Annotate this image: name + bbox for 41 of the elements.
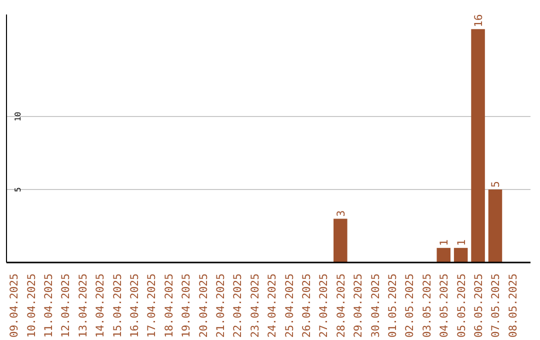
- x-tick-label: 01.05.2025: [386, 274, 400, 338]
- x-tick-label: 11.04.2025: [42, 274, 55, 338]
- data-label: 3: [334, 210, 348, 217]
- x-tick-label: 18.04.2025: [162, 274, 176, 338]
- x-tick-label: 05.05.2025: [454, 274, 468, 338]
- data-label: 1: [438, 239, 451, 246]
- x-tick-label: 21.04.2025: [214, 274, 227, 338]
- x-tick-label: 04.05.2025: [438, 274, 451, 338]
- x-tick-label: 02.05.2025: [403, 274, 416, 338]
- x-tick-label: 22.04.2025: [231, 274, 244, 338]
- x-tick-label: 30.04.2025: [368, 274, 382, 338]
- bar: [488, 190, 502, 262]
- x-tick-label: 16.04.2025: [128, 274, 141, 338]
- x-tick-label: 26.04.2025: [300, 274, 313, 338]
- data-label: 5: [489, 181, 502, 188]
- x-tick-label: 13.04.2025: [76, 274, 90, 338]
- x-tick-label: 20.04.2025: [196, 274, 210, 338]
- x-tick-label: 25.04.2025: [282, 274, 296, 338]
- data-label: 16: [472, 14, 486, 28]
- x-tick-label: 15.04.2025: [110, 274, 124, 338]
- x-tick-label: 19.04.2025: [180, 274, 193, 338]
- x-tick-label: 10.04.2025: [24, 274, 38, 338]
- x-tick-label: 23.04.2025: [248, 274, 262, 338]
- bar: [436, 248, 451, 262]
- x-tick-label: 12.04.2025: [59, 274, 72, 338]
- x-tick-label: 08.05.2025: [506, 274, 520, 338]
- data-label: 1: [454, 239, 468, 246]
- x-tick-label: 29.04.2025: [352, 274, 365, 338]
- x-tick-label: 06.05.2025: [472, 274, 486, 338]
- y-tick-label: 10: [14, 112, 22, 122]
- x-tick-label: 17.04.2025: [145, 274, 158, 338]
- bar: [454, 248, 468, 262]
- bar: [471, 29, 485, 262]
- x-tick-label: 09.04.2025: [8, 274, 21, 338]
- x-tick-label: 24.04.2025: [266, 274, 279, 338]
- x-tick-label: 03.05.2025: [420, 274, 434, 338]
- x-tick-label: 28.04.2025: [334, 274, 348, 338]
- x-tick-label: 14.04.2025: [94, 274, 107, 338]
- bar: [334, 218, 348, 262]
- x-tick-label: 07.05.2025: [489, 274, 502, 338]
- x-tick-label: 27.04.2025: [317, 274, 330, 338]
